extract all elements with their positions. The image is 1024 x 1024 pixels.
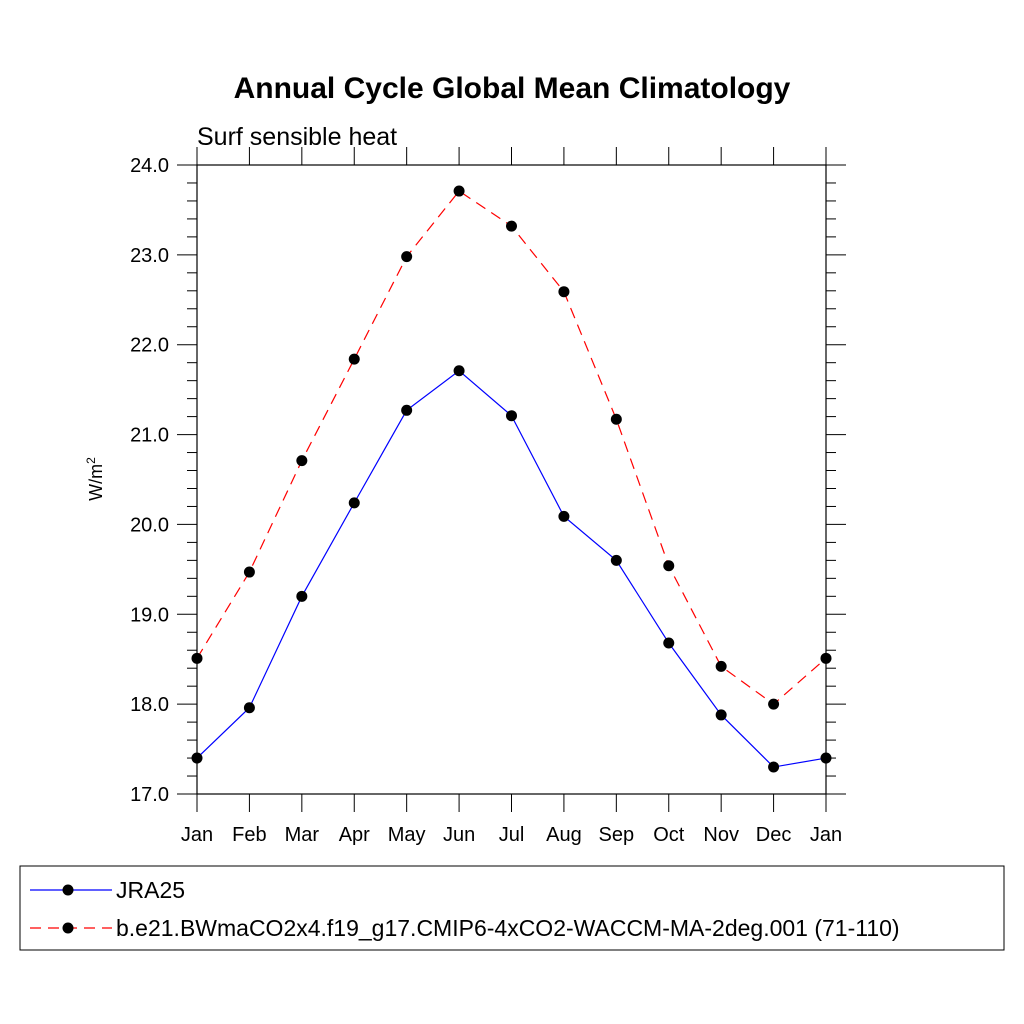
axes: 17.0 18.0 19.0 20.0 21.0 22.0 23.0 24.0 Jan Feb Ma… xyxy=(130,147,846,846)
series-1-marker xyxy=(191,752,203,764)
x-tick-label: Jun xyxy=(443,824,475,846)
y-tick-label: 22.0 xyxy=(130,335,169,357)
series-2-marker xyxy=(191,652,203,664)
x-tick-label: Mar xyxy=(285,824,320,846)
series-1-marker xyxy=(401,404,413,416)
series-2-marker xyxy=(715,660,727,672)
legend-label-2: b.e21.BWmaCO2x4.f19_g17.CMIP6-4xCO2-WACC… xyxy=(116,915,900,941)
legend: JRA25 b.e21.BWmaCO2x4.f19_g17.CMIP6-4xCO2… xyxy=(30,877,900,941)
y-tick-label: 20.0 xyxy=(130,514,169,536)
x-tick-label: Feb xyxy=(232,824,266,846)
series-layer xyxy=(191,185,832,773)
y-tick-label: 24.0 xyxy=(130,155,169,177)
legend-marker-1 xyxy=(62,884,74,896)
y-tick-label: 19.0 xyxy=(130,604,169,626)
y-axis-label: W/m2 xyxy=(84,457,106,501)
series-2-marker xyxy=(453,185,465,197)
series-2-marker xyxy=(296,455,308,467)
series-1-marker xyxy=(610,554,622,566)
chart-title: Annual Cycle Global Mean Climatology xyxy=(234,72,791,105)
series-1-marker xyxy=(506,410,517,422)
series-line-1 xyxy=(196,370,827,768)
series-1-marker xyxy=(243,702,255,714)
series-1-marker xyxy=(715,709,727,721)
series-2-marker xyxy=(768,698,780,710)
x-tick-label: May xyxy=(388,824,426,846)
series-line-2 xyxy=(196,190,827,705)
plot-frame xyxy=(196,164,827,795)
series-2-marker xyxy=(243,566,255,578)
series-1-marker xyxy=(768,761,780,773)
y-tick-label: 21.0 xyxy=(130,425,169,447)
series-2-marker xyxy=(558,286,570,298)
series-2-marker xyxy=(820,652,832,664)
y-tick-label: 23.0 xyxy=(130,245,169,267)
x-tick-label: Nov xyxy=(703,824,739,846)
x-tick-label: Jan xyxy=(181,824,213,846)
y-axis-label-base: W/m xyxy=(86,464,106,501)
x-tick-label: Oct xyxy=(653,824,685,846)
legend-box xyxy=(19,865,1005,951)
series-1-marker xyxy=(296,590,308,602)
chart-subtitle: Surf sensible heat xyxy=(197,123,397,151)
x-tick-label: Aug xyxy=(546,824,582,846)
y-tick-label: 17.0 xyxy=(130,784,169,806)
legend-marker-2 xyxy=(62,922,74,934)
series-1-marker xyxy=(663,637,675,649)
series-2-marker xyxy=(401,251,413,263)
x-tick-label: Jan xyxy=(810,824,842,846)
x-tick-label: Apr xyxy=(339,824,370,846)
series-2-marker xyxy=(663,560,675,572)
series-1-marker xyxy=(558,510,570,522)
series-2-marker xyxy=(506,220,517,232)
series-2-marker xyxy=(348,353,360,365)
series-1-marker xyxy=(348,497,360,509)
series-1-marker xyxy=(820,752,832,764)
legend-label-1: JRA25 xyxy=(116,877,185,903)
x-tick-label: Jul xyxy=(499,824,525,846)
y-axis-label-sup: 2 xyxy=(84,457,98,464)
x-tick-label: Dec xyxy=(756,824,792,846)
series-2-marker xyxy=(610,413,622,425)
x-tick-label: Sep xyxy=(599,824,635,846)
y-tick-label: 18.0 xyxy=(130,694,169,716)
series-1-marker xyxy=(453,365,465,377)
